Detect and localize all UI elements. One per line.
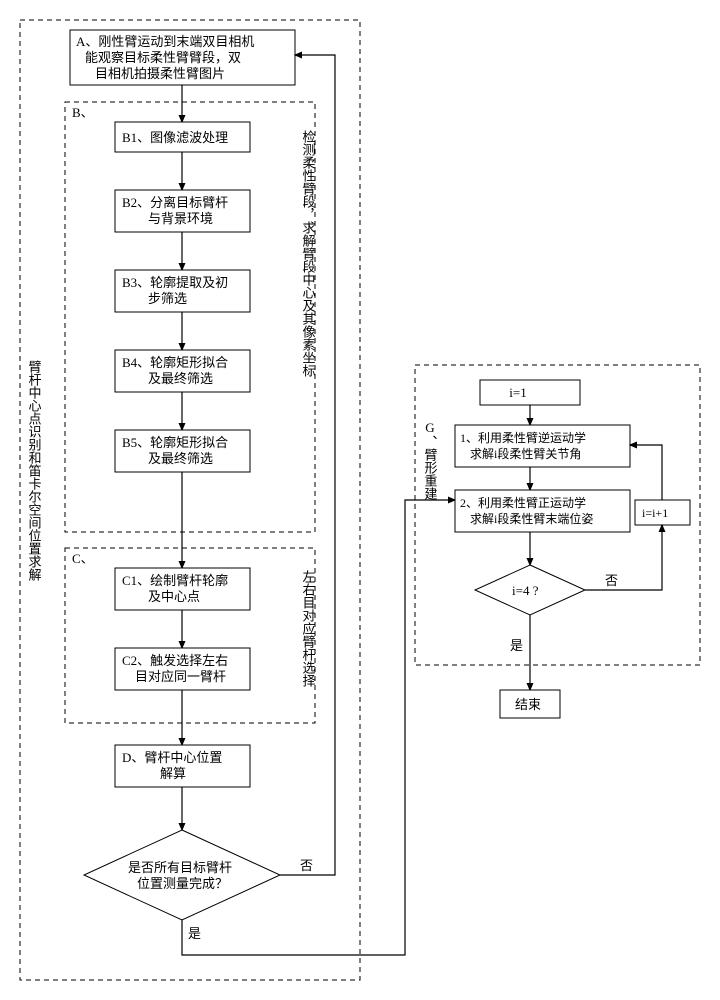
- box-g2-line1: 2、利用柔性臂正运动学: [460, 495, 586, 510]
- dec1-no: 否: [300, 858, 313, 873]
- dec1-yes: 是: [188, 926, 201, 941]
- box-g1-line1: 1、利用柔性臂逆运动学: [460, 430, 586, 445]
- box-b4-line1: B4、轮廓矩形拟合: [122, 355, 228, 370]
- flowchart-root: 臂杆中心点识别和笛卡尔空间位置求解 A、刚性臂运动到末端双目相机 能观察目标柔性…: [10, 10, 710, 990]
- box-c1-line2: 及中心点: [148, 589, 200, 604]
- box-b3-line1: B3、轮廓提取及初: [122, 275, 228, 290]
- box-b1-text: B1、图像滤波处理: [122, 130, 228, 145]
- box-b5-line2: 及最终筛选: [148, 451, 213, 466]
- box-d-line2: 解算: [160, 766, 186, 781]
- box-c2-line1: C2、触发选择左右: [122, 653, 228, 668]
- box-d-line1: D、臂杆中心位置: [122, 750, 222, 765]
- box-c1-line1: C1、绘制臂杆轮廓: [122, 573, 228, 588]
- box-c2-line2: 目对应同一臂杆: [135, 669, 226, 684]
- decision-g-text: i=4 ?: [512, 583, 539, 598]
- box-g-inc-text: i=i+1: [642, 506, 668, 520]
- box-b4-line2: 及最终筛选: [148, 371, 213, 386]
- box-b3-line2: 步筛选: [148, 291, 187, 306]
- box-b2-line2: 与背景环境: [148, 211, 213, 226]
- b-prefix: B、: [72, 105, 94, 120]
- outer-left-label: 臂杆中心点识别和笛卡尔空间位置求解: [27, 360, 42, 582]
- box-g-i1-text: i=1: [509, 385, 526, 400]
- box-b2-line1: B2、分离目标臂杆: [122, 195, 228, 210]
- decision1: [84, 830, 280, 920]
- box-g-i1: [480, 380, 580, 405]
- box-g1-line2: 求解i段柔性臂关节角: [470, 446, 581, 461]
- box-a-line2: 能观察目标柔性臂臂段，双: [85, 50, 241, 65]
- box-g2-line2: 求解i段柔性臂末端位姿: [470, 511, 593, 526]
- box-a-line3: 目相机拍摄柔性臂图片: [95, 66, 225, 81]
- arrow-decg-no1: [585, 525, 662, 590]
- decision1-line2: 位置测量完成？: [137, 876, 228, 891]
- b-right-label: 检测柔性臂段，求解臂段中心及其像素坐标: [301, 130, 316, 378]
- decision1-line1: 是否所有目标臂杆: [128, 860, 232, 875]
- g-left-label: G、臂形重建: [423, 420, 438, 501]
- c-prefix: C、: [72, 551, 94, 566]
- c-right-label: 左右目对应臂杆选择: [301, 570, 316, 687]
- decg-no: 否: [605, 573, 618, 588]
- box-end-text: 结束: [515, 697, 541, 712]
- arrow-decg-no2: [630, 445, 662, 500]
- decg-yes: 是: [510, 638, 523, 653]
- box-b5-line1: B5、轮廓矩形拟合: [122, 435, 228, 450]
- box-a-line1: A、刚性臂运动到末端双目相机: [76, 34, 254, 49]
